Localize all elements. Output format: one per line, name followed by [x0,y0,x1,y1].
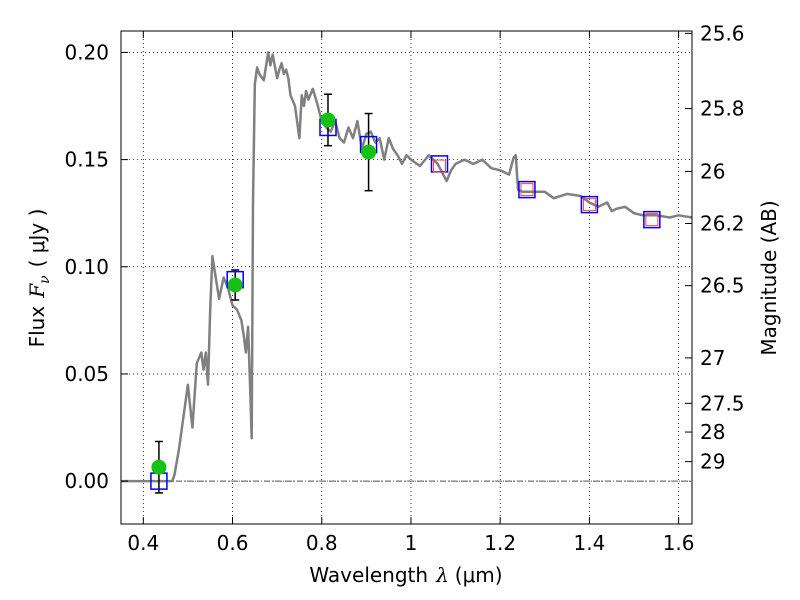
y2-tick-label: 27 [700,346,725,370]
y2-tick-label: 29 [700,450,725,474]
y2-tick-label: 25.6 [700,21,745,45]
plot-area [121,51,692,483]
y2-tick-label: 26.2 [700,211,745,235]
axes-frame [120,30,693,525]
model-band-square [643,210,661,229]
model-band-square [580,195,599,214]
predicted-square [520,183,534,197]
y-axis-math-sub: ν [37,275,53,284]
y2-axis-title: Magnitude (AB) [757,200,781,355]
tick-labels: 0.4 0.6 0.8 1 1.2 1.4 1.6 0.00 0.05 0.10 0.15 0.20 2… [64,21,744,555]
x-tick-label: 0.8 [306,531,338,555]
model-spectrum-line [121,51,692,483]
markers [150,93,661,494]
model-band-square [518,180,536,199]
x-tick-label: 1.2 [484,531,516,555]
x-tick-label: 0.6 [217,531,249,555]
y-axis-title: FluxFν( μJy ) [25,209,53,348]
x-tick-label: 0.4 [127,531,159,555]
y-tick-label: 0.10 [64,255,109,279]
observed-point [227,277,243,293]
x-axis-math: λ [435,563,449,587]
predicted-square [433,159,447,173]
observed-point [361,144,377,160]
predicted-square [582,198,596,212]
predicted-square [645,213,659,227]
y-tick-label: 0.20 [64,40,109,64]
x-tick-label: 1 [405,531,418,555]
y-axis-math: F [25,283,49,299]
y-tick-label: 0.05 [64,362,109,386]
y2-tick-label: 27.5 [700,391,745,415]
y2-tick-label: 25.8 [700,97,745,121]
y-axis-unit: ( μJy ) [25,209,49,268]
ticks [121,31,692,524]
x-tick-label: 1.4 [573,531,605,555]
observed-point [151,459,167,475]
x-axis-title: Wavelength λ (μm) [309,563,502,587]
y-tick-label: 0.00 [64,469,109,493]
y2-tick-label: 26.5 [700,274,745,298]
y-tick-label: 0.15 [64,148,109,172]
x-axis-unit: (μm) [455,563,503,587]
grid-lines [121,31,692,524]
y2-tick-label: 28 [700,420,725,444]
x-tick-label: 1.6 [663,531,695,555]
y2-tick-label: 26 [700,159,725,183]
observed-point [320,112,336,128]
